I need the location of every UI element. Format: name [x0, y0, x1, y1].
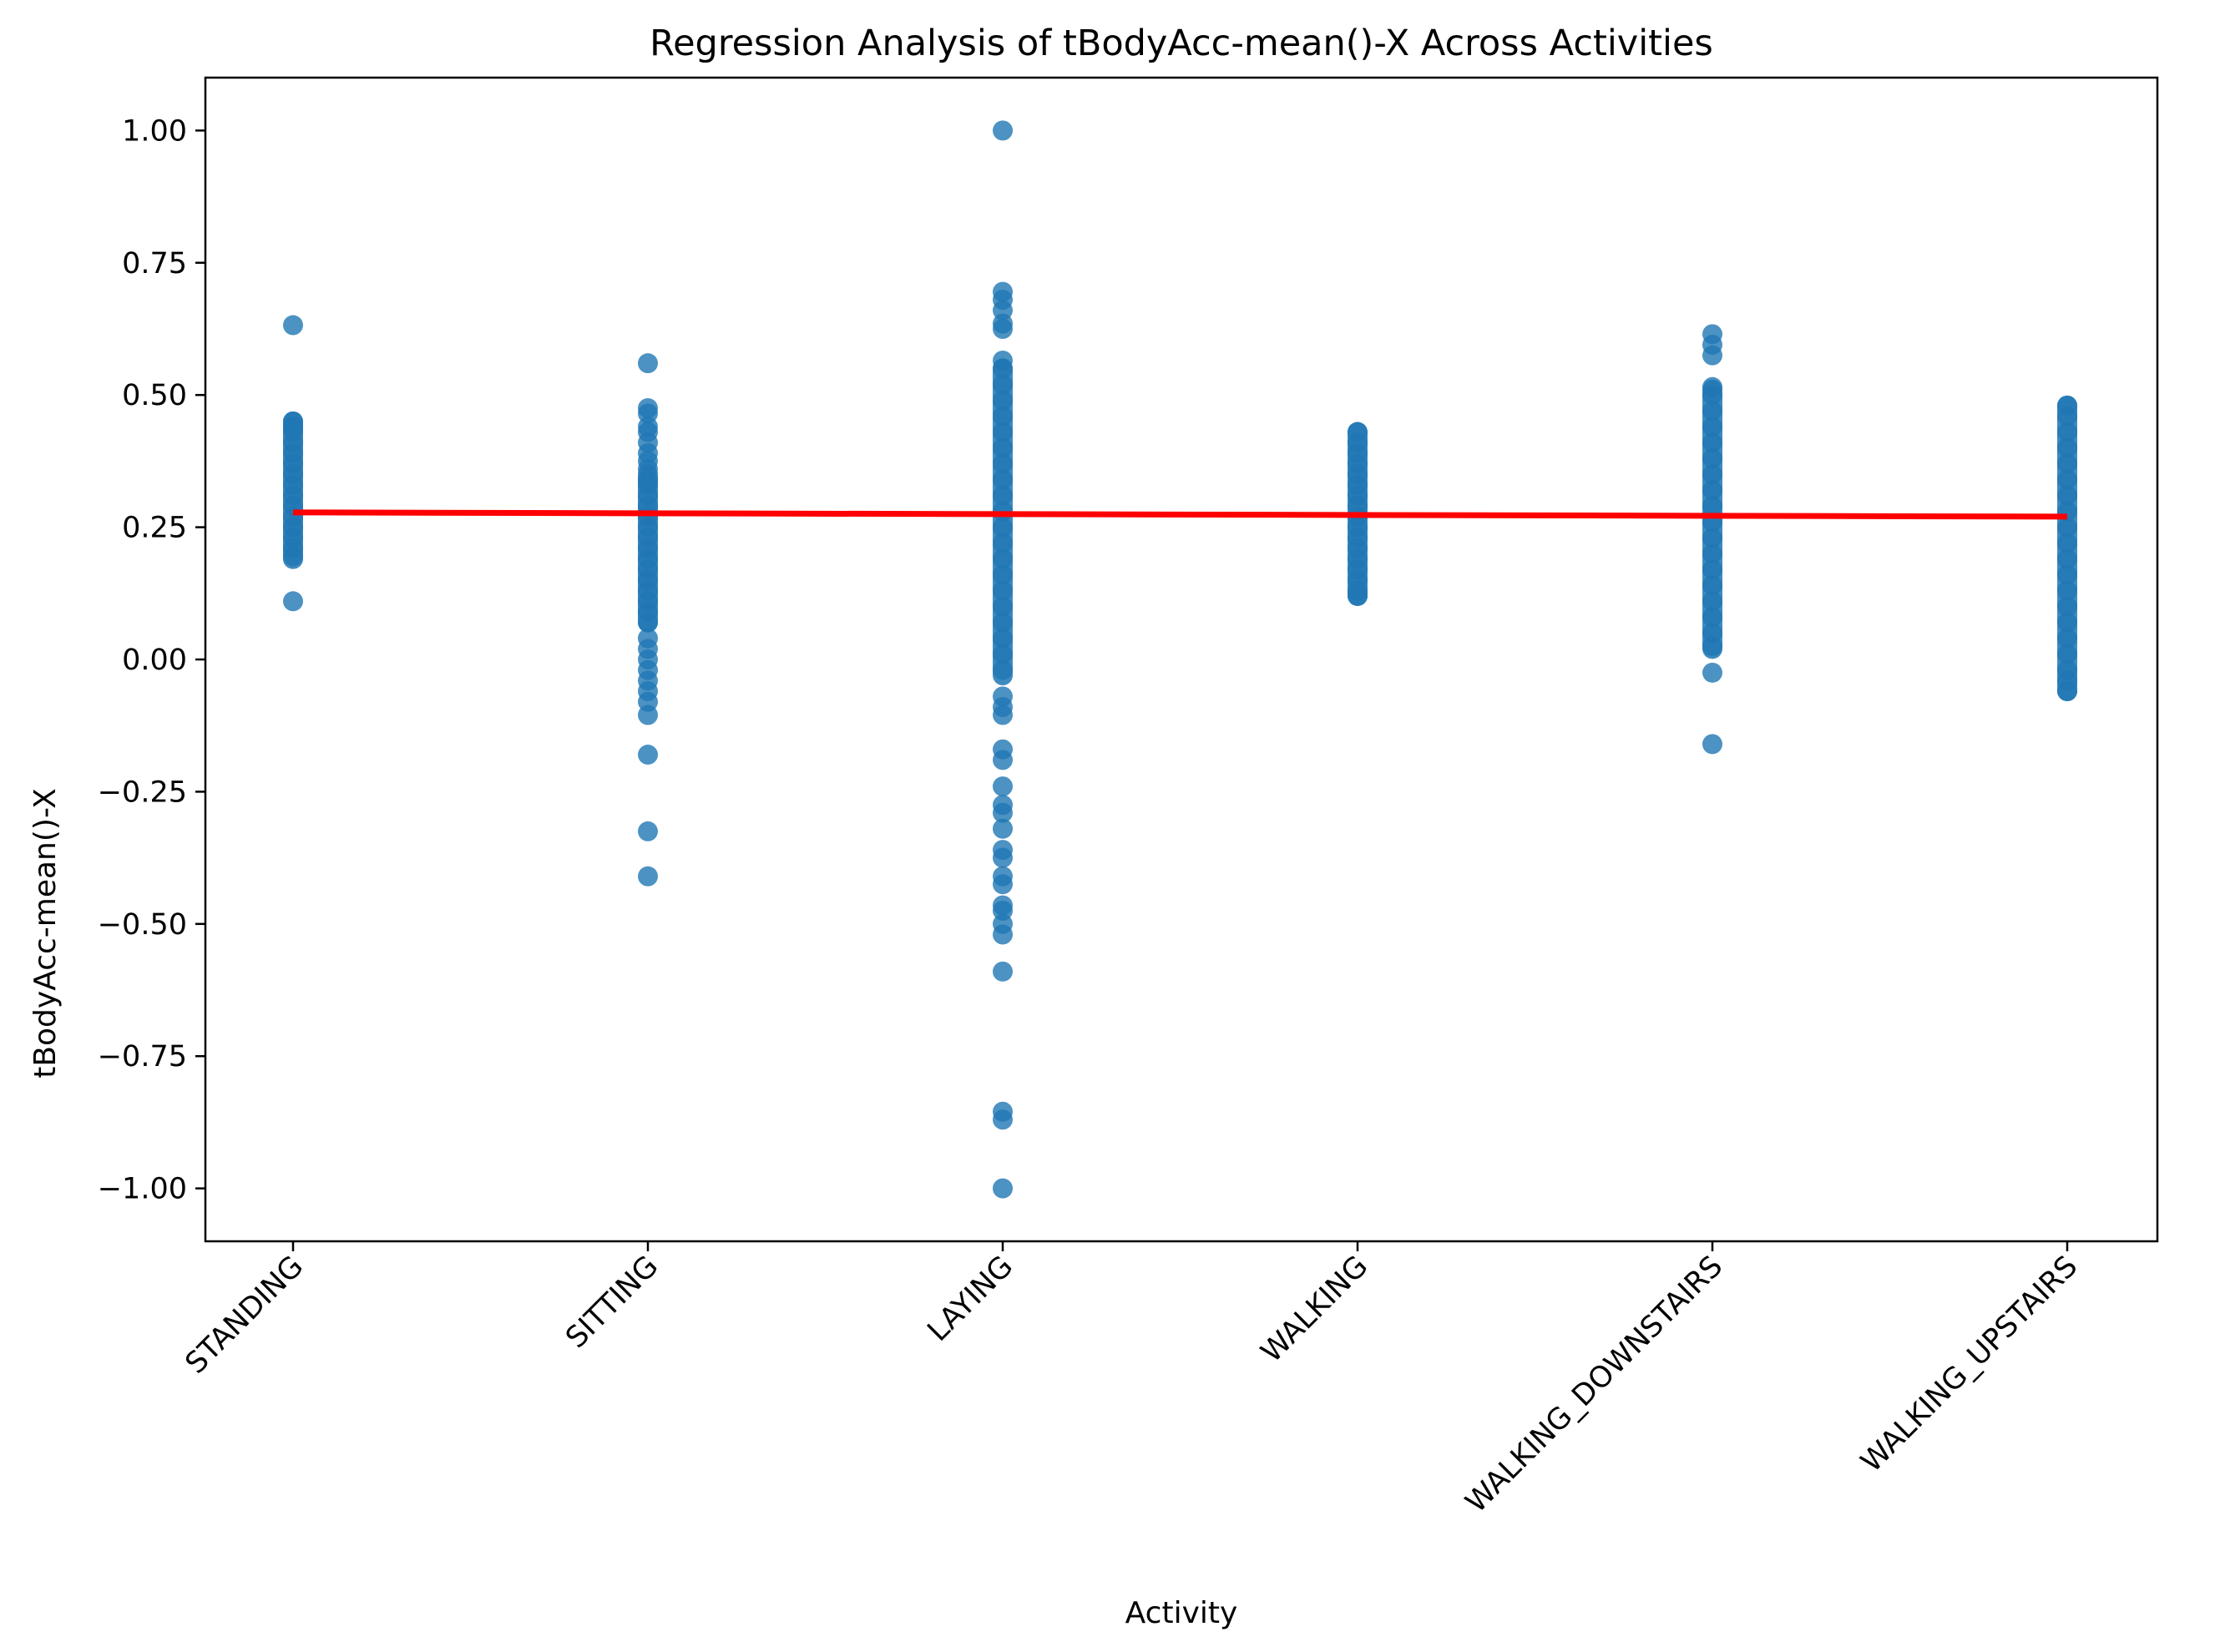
data-point	[993, 422, 1013, 442]
data-point	[993, 750, 1013, 770]
data-point	[1348, 585, 1368, 606]
data-point	[1702, 401, 1722, 422]
data-point	[993, 612, 1013, 633]
data-point	[993, 596, 1013, 617]
data-point	[1702, 464, 1722, 485]
data-point	[638, 353, 658, 374]
data-point	[993, 924, 1013, 945]
data-point	[993, 580, 1013, 601]
data-point	[283, 315, 303, 336]
data-point	[2057, 564, 2077, 585]
data-point	[638, 705, 658, 725]
y-tick-label: −1.00	[98, 1173, 187, 1206]
data-point	[2057, 406, 2077, 427]
data-point	[2057, 453, 2077, 474]
y-tick-label: 1.00	[122, 114, 187, 148]
data-point	[993, 548, 1013, 569]
data-point	[638, 612, 658, 633]
data-point	[2057, 485, 2077, 506]
data-point	[993, 847, 1013, 868]
data-point	[638, 821, 658, 841]
data-point	[993, 628, 1013, 649]
data-point	[1702, 636, 1722, 657]
data-point	[1702, 528, 1722, 548]
data-point	[2057, 681, 2077, 702]
data-point	[993, 705, 1013, 725]
data-point	[993, 358, 1013, 379]
plot-frame	[204, 76, 2159, 1243]
data-point	[993, 469, 1013, 490]
data-point	[993, 874, 1013, 895]
data-point	[993, 802, 1013, 823]
regression-line	[292, 509, 2068, 520]
data-point	[993, 644, 1013, 664]
points-layer	[283, 120, 2077, 1199]
data-point	[2057, 628, 2077, 649]
data-point	[1702, 662, 1722, 683]
y-axis-label: tBodyAcc-mean()-X	[28, 788, 63, 1079]
data-point	[2057, 469, 2077, 490]
x-axis-label: Activity	[1125, 1596, 1238, 1630]
data-point	[2057, 533, 2077, 553]
data-point	[993, 120, 1013, 141]
data-point	[993, 659, 1013, 680]
data-point	[2057, 437, 2077, 458]
regression-layer	[292, 509, 2068, 520]
data-point	[638, 745, 658, 765]
data-point	[283, 546, 303, 567]
data-point	[1702, 417, 1722, 437]
data-point	[993, 390, 1013, 411]
data-point	[2057, 517, 2077, 538]
data-point	[1702, 575, 1722, 596]
data-point	[1702, 559, 1722, 580]
y-tick-label: −0.50	[98, 908, 187, 942]
data-point	[993, 453, 1013, 474]
data-point	[1702, 734, 1722, 755]
data-point	[993, 818, 1013, 839]
data-point	[993, 776, 1013, 797]
data-point	[993, 517, 1013, 538]
data-point	[2057, 612, 2077, 633]
data-point	[1702, 543, 1722, 564]
data-point	[1702, 432, 1722, 453]
data-point	[2057, 644, 2077, 664]
data-point	[993, 437, 1013, 458]
data-point	[993, 564, 1013, 585]
data-point	[1702, 385, 1722, 406]
data-point	[993, 961, 1013, 982]
y-tick-label: 0.00	[122, 644, 187, 677]
data-point	[993, 406, 1013, 427]
data-point	[993, 374, 1013, 395]
data-point	[2057, 580, 2077, 601]
data-point	[1702, 607, 1722, 628]
data-point	[1702, 480, 1722, 501]
y-tick-label: 0.75	[122, 247, 187, 280]
data-point	[1702, 591, 1722, 612]
data-point	[993, 318, 1013, 339]
y-tick-label: −0.25	[98, 775, 187, 809]
data-point	[993, 533, 1013, 553]
data-point	[2057, 548, 2077, 569]
data-point	[2057, 422, 2077, 442]
y-tick-label: 0.50	[122, 379, 187, 412]
data-point	[993, 1178, 1013, 1199]
data-point	[283, 591, 303, 612]
data-point	[2057, 596, 2077, 617]
data-point	[993, 485, 1013, 506]
y-tick-label: −0.75	[98, 1040, 187, 1074]
data-point	[638, 866, 658, 887]
y-tick-label: 0.25	[122, 512, 187, 545]
data-point	[1702, 496, 1722, 517]
data-point	[993, 1109, 1013, 1130]
chart-title: Regression Analysis of tBodyAcc-mean()-X…	[650, 23, 1713, 64]
data-point	[1702, 448, 1722, 469]
data-point	[1702, 345, 1722, 366]
